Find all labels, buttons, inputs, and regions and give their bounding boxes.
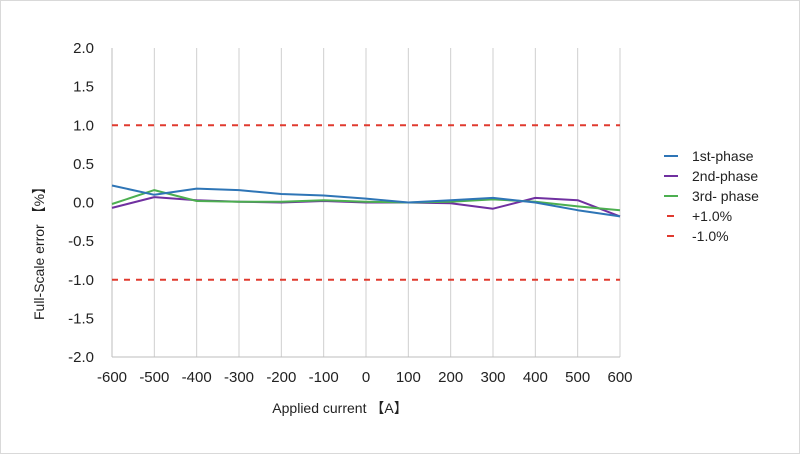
series-line-0 <box>111 184 621 218</box>
y-tick-label: -1.0 <box>68 272 94 289</box>
legend-label: 1st-phase <box>692 148 754 164</box>
x-tick-label: -400 <box>182 369 212 386</box>
y-tick-label: 0.0 <box>73 195 94 212</box>
y-axis-title: Full-Scale error 【%】 <box>31 180 47 320</box>
series-lines <box>111 124 621 281</box>
y-tick-label: 0.5 <box>73 156 94 173</box>
legend-label: 3rd- phase <box>692 188 759 204</box>
x-tick-label: 300 <box>480 369 505 386</box>
y-tick-label: 1.5 <box>73 79 94 96</box>
axes <box>111 48 620 358</box>
y-tick-label: -0.5 <box>68 233 94 250</box>
y-tick-label: -2.0 <box>68 349 94 366</box>
x-tick-label: 400 <box>523 369 548 386</box>
legend-label: 2nd-phase <box>692 168 758 184</box>
x-tick-label: -100 <box>309 369 339 386</box>
legend-label: +1.0% <box>692 208 732 224</box>
x-tick-label: -500 <box>139 369 169 386</box>
x-tick-label: 100 <box>396 369 421 386</box>
x-tick-label: -200 <box>266 369 296 386</box>
x-tick-label: 200 <box>438 369 463 386</box>
x-tick-label: -300 <box>224 369 254 386</box>
x-tick-label: 0 <box>362 369 370 386</box>
y-axis-ticks: 2.0 1.5 1.0 0.5 0.0 -0.5 -1.0 -1.5 -2.0 <box>68 40 94 366</box>
x-axis-ticks: -600 -500 -400 -300 -200 -100 0 100 200 300 400 500… <box>97 369 633 386</box>
x-tick-label: 600 <box>607 369 632 386</box>
y-tick-label: 1.0 <box>73 117 94 134</box>
legend: 1st-phase 2nd-phase 3rd- phase +1.0% -1.0% <box>664 148 759 244</box>
y-tick-label: 2.0 <box>73 40 94 57</box>
legend-label: -1.0% <box>692 228 729 244</box>
y-tick-label: -1.5 <box>68 310 94 327</box>
x-axis-title: Applied current 【A】 <box>272 400 407 416</box>
x-tick-label: 500 <box>565 369 590 386</box>
x-tick-label: -600 <box>97 369 127 386</box>
